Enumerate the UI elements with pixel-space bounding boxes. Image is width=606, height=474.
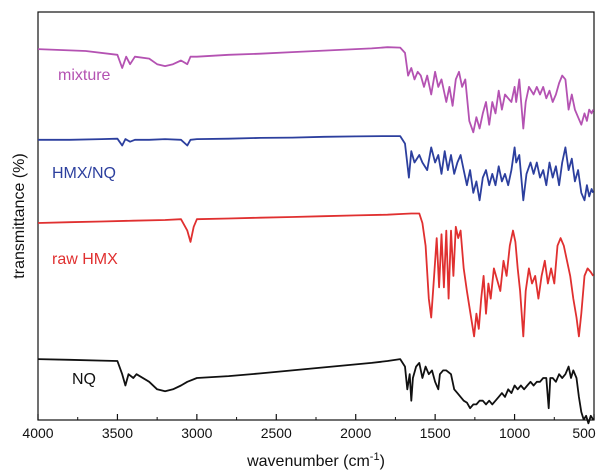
- series-label-hmx-nq: HMX/NQ: [52, 165, 116, 182]
- x-tick-label-500: 500: [572, 425, 596, 441]
- x-tick-label-1500: 1500: [420, 425, 451, 441]
- series-label-mixture: mixture: [58, 67, 111, 84]
- series-lines: [37, 46, 595, 425]
- x-tick-label-4000: 4000: [22, 425, 53, 441]
- y-axis-label: transmittance (%): [11, 153, 28, 278]
- series-label-raw-hmx: raw HMX: [52, 251, 118, 268]
- x-axis-ticks: [37, 414, 595, 420]
- series-line-nq: [37, 358, 594, 425]
- series-labels: mixture HMX/NQ raw HMX NQ: [52, 67, 118, 388]
- series-line-hmx-nq: [38, 135, 595, 202]
- x-axis-label: wavenumber (cm-1): [246, 451, 385, 470]
- x-tick-label-2000: 2000: [340, 425, 371, 441]
- x-tick-label-3500: 3500: [102, 425, 133, 441]
- series-line-mixture: [37, 46, 595, 134]
- x-tick-label-2500: 2500: [261, 425, 292, 441]
- series-line-raw-hmx: [37, 212, 594, 338]
- x-axis-label-text: wavenumber (cm: [246, 453, 370, 470]
- series-label-nq: NQ: [72, 371, 96, 388]
- x-tick-label-3000: 3000: [181, 425, 212, 441]
- x-axis-tick-labels: 4000 3500 3000 2500 2000 1500 1000 500: [22, 425, 595, 441]
- x-axis-label-close: ): [380, 453, 385, 470]
- x-tick-label-1000: 1000: [499, 425, 530, 441]
- x-axis-label-superscript: -1: [370, 451, 380, 463]
